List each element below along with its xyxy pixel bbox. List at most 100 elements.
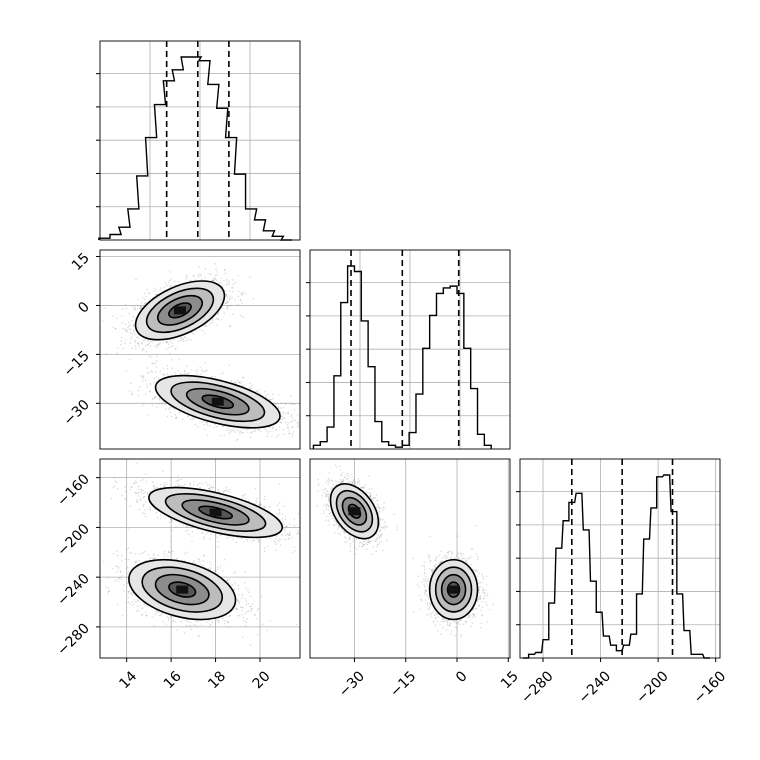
scatter-point xyxy=(247,431,249,433)
scatter-point xyxy=(232,313,234,315)
scatter-point xyxy=(296,422,299,424)
scatter-point xyxy=(201,369,203,371)
scatter-point xyxy=(142,297,144,299)
scatter-point xyxy=(139,307,141,310)
scatter-point xyxy=(137,343,140,345)
scatter-point xyxy=(282,429,284,431)
scatter-point xyxy=(177,475,179,477)
scatter-point xyxy=(264,428,266,430)
scatter-point xyxy=(144,338,146,341)
scatter-point xyxy=(205,325,207,327)
histogram-bar xyxy=(368,367,375,449)
scatter-point xyxy=(250,387,252,389)
scatter-point xyxy=(292,420,294,422)
scatter-point xyxy=(129,342,131,344)
scatter-point xyxy=(279,426,281,428)
scatter-point xyxy=(183,371,186,373)
scatter-point xyxy=(182,339,184,341)
scatter-point xyxy=(137,308,139,310)
y-tick-label: 0 xyxy=(75,299,93,317)
scatter-point xyxy=(143,403,145,405)
scatter-point xyxy=(229,298,231,300)
scatter-point xyxy=(224,302,227,305)
scatter-point xyxy=(287,412,290,415)
scatter-point xyxy=(283,523,285,525)
scatter-point xyxy=(137,342,139,344)
scatter-point xyxy=(145,345,147,347)
scatter-point xyxy=(277,434,280,437)
scatter-point xyxy=(231,287,234,289)
scatter-point xyxy=(138,345,140,348)
density-peak xyxy=(174,306,186,315)
scatter-point xyxy=(225,295,228,297)
scatter-point xyxy=(125,307,127,310)
scatter-point xyxy=(157,343,160,345)
scatter-point xyxy=(192,333,195,335)
scatter-point xyxy=(134,339,137,342)
histogram-bar xyxy=(354,271,361,449)
scatter-point xyxy=(127,321,130,324)
scatter-point xyxy=(170,411,172,413)
scatter-point xyxy=(145,295,147,298)
scatter-point xyxy=(271,435,273,438)
scatter-point xyxy=(275,549,277,551)
scatter-point xyxy=(130,486,132,488)
scatter-point xyxy=(187,338,189,340)
scatter-point xyxy=(146,371,149,374)
scatter-point xyxy=(177,369,180,372)
scatter-point xyxy=(265,395,267,397)
scatter-point xyxy=(226,279,228,281)
scatter-point xyxy=(186,274,188,277)
scatter-point xyxy=(213,277,215,280)
scatter-point xyxy=(149,345,152,347)
scatter-point xyxy=(127,325,130,327)
scatter-point xyxy=(156,344,159,346)
scatter-point xyxy=(142,377,144,380)
scatter-point xyxy=(175,417,177,419)
scatter-point xyxy=(241,384,244,387)
scatter-point xyxy=(297,414,299,416)
scatter-point xyxy=(163,374,165,376)
scatter-point xyxy=(237,304,239,306)
scatter-point xyxy=(204,325,206,327)
scatter-point xyxy=(204,428,206,430)
scatter-point xyxy=(167,346,169,349)
scatter-point xyxy=(172,345,174,347)
scatter-point xyxy=(140,306,142,308)
scatter-point xyxy=(178,359,180,361)
scatter-point xyxy=(239,431,242,433)
x-tick-label: 20 xyxy=(250,668,274,692)
scatter-point xyxy=(290,421,292,423)
y-tick-label: −240 xyxy=(54,571,93,610)
scatter-point xyxy=(239,382,241,384)
scatter-point xyxy=(208,488,210,490)
scatter-point xyxy=(245,293,247,295)
scatter-point xyxy=(124,323,127,326)
scatter-point xyxy=(218,282,220,284)
scatter-point xyxy=(228,364,230,366)
scatter-point xyxy=(228,433,230,435)
scatter-point xyxy=(240,538,242,540)
scatter-point xyxy=(166,341,169,343)
scatter-point xyxy=(220,277,222,280)
scatter-point xyxy=(269,399,271,401)
scatter-point xyxy=(174,284,176,286)
scatter-point xyxy=(134,306,136,309)
scatter-point xyxy=(224,290,227,292)
scatter-point xyxy=(226,301,229,304)
scatter-param-1-vs-param-2: 150−15−30 xyxy=(61,249,301,450)
scatter-point xyxy=(203,424,206,426)
scatter-point xyxy=(258,503,261,505)
y-tick-label: −200 xyxy=(54,521,93,560)
scatter-point xyxy=(178,485,181,487)
scatter-point xyxy=(139,305,142,308)
scatter-point xyxy=(266,435,268,438)
scatter-point xyxy=(155,366,158,368)
scatter-point xyxy=(156,293,158,296)
scatter-point xyxy=(141,349,143,352)
scatter-point xyxy=(140,499,142,501)
scatter-point xyxy=(148,355,151,357)
scatter-point xyxy=(154,345,156,347)
scatter-point xyxy=(125,339,127,341)
